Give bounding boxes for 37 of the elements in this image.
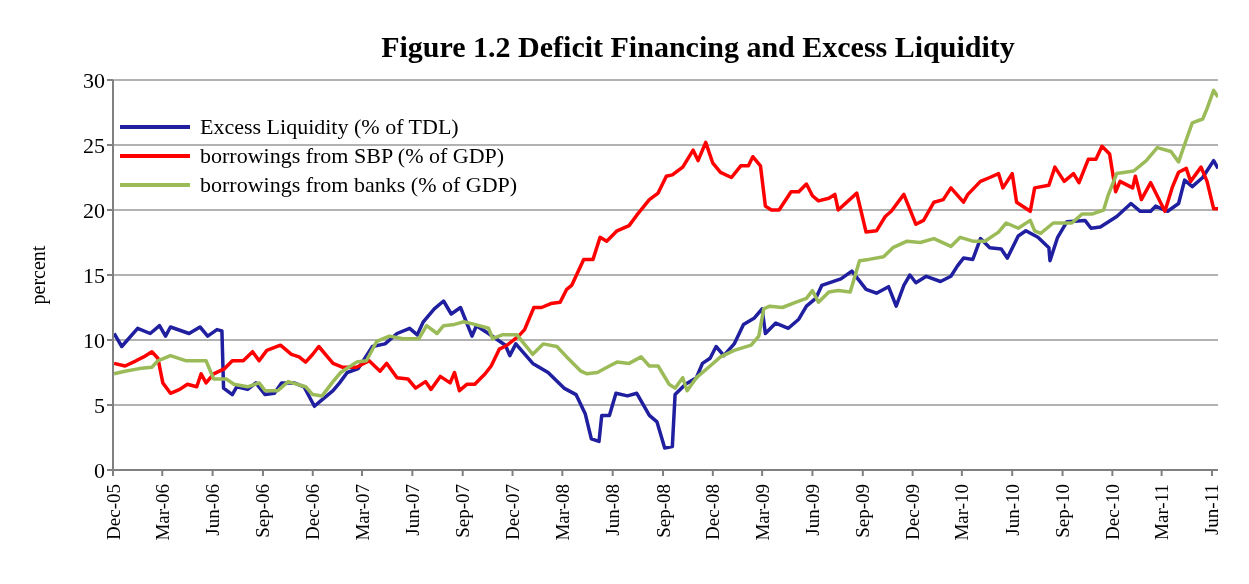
x-tick-label: Mar-09 [751, 484, 773, 541]
x-tick-label: Sep-08 [652, 484, 674, 538]
x-tick-label: Dec-08 [702, 484, 724, 540]
x-tick-label: Sep-10 [1052, 484, 1074, 538]
y-tick-label: 20 [83, 197, 105, 223]
x-tick-label: Jun-09 [801, 484, 823, 536]
x-tick-label: Mar-07 [351, 484, 373, 541]
x-tick-label: Jun-07 [401, 484, 423, 536]
legend-label: borrowings from banks (% of GDP) [200, 171, 518, 198]
x-tick-label: Dec-10 [1101, 484, 1123, 540]
y-tick-label: 25 [83, 132, 105, 158]
x-tick-label: Sep-09 [852, 484, 874, 538]
legend-label: borrowings from SBP (% of GDP) [200, 142, 505, 169]
y-tick-label: 10 [83, 327, 105, 353]
x-tick-label: Mar-10 [951, 484, 973, 541]
x-tick-label: Dec-06 [302, 484, 324, 540]
x-tick-label: Sep-07 [452, 484, 474, 538]
x-tick-label: Jun-10 [1001, 484, 1023, 536]
x-tick-label: Mar-11 [1151, 484, 1173, 540]
x-tick-label: Jun-08 [602, 484, 624, 536]
x-tick-label: Sep-06 [252, 484, 274, 538]
x-tick-label: Dec-05 [102, 484, 124, 540]
line-series [113, 140, 1218, 396]
x-tick-label: Dec-09 [902, 484, 924, 540]
x-tick-label: Mar-06 [151, 484, 173, 541]
legend-label: Excess Liquidity (% of TDL) [200, 113, 459, 140]
x-tick-label: Jun-06 [202, 484, 224, 536]
chart-title: Figure 1.2 Deficit Financing and Excess Liquidity [381, 30, 1015, 63]
line-series [113, 88, 1218, 398]
y-tick-label: 30 [83, 67, 105, 93]
y-tick-label: 5 [94, 392, 105, 418]
y-axis-title: percent [27, 245, 51, 305]
x-tick-label: Mar-08 [551, 484, 573, 541]
y-tick-label: 15 [83, 262, 105, 288]
y-tick-label: 0 [94, 457, 105, 483]
x-tick-label: Jun-11 [1201, 484, 1223, 536]
x-tick-label: Dec-07 [502, 484, 524, 540]
